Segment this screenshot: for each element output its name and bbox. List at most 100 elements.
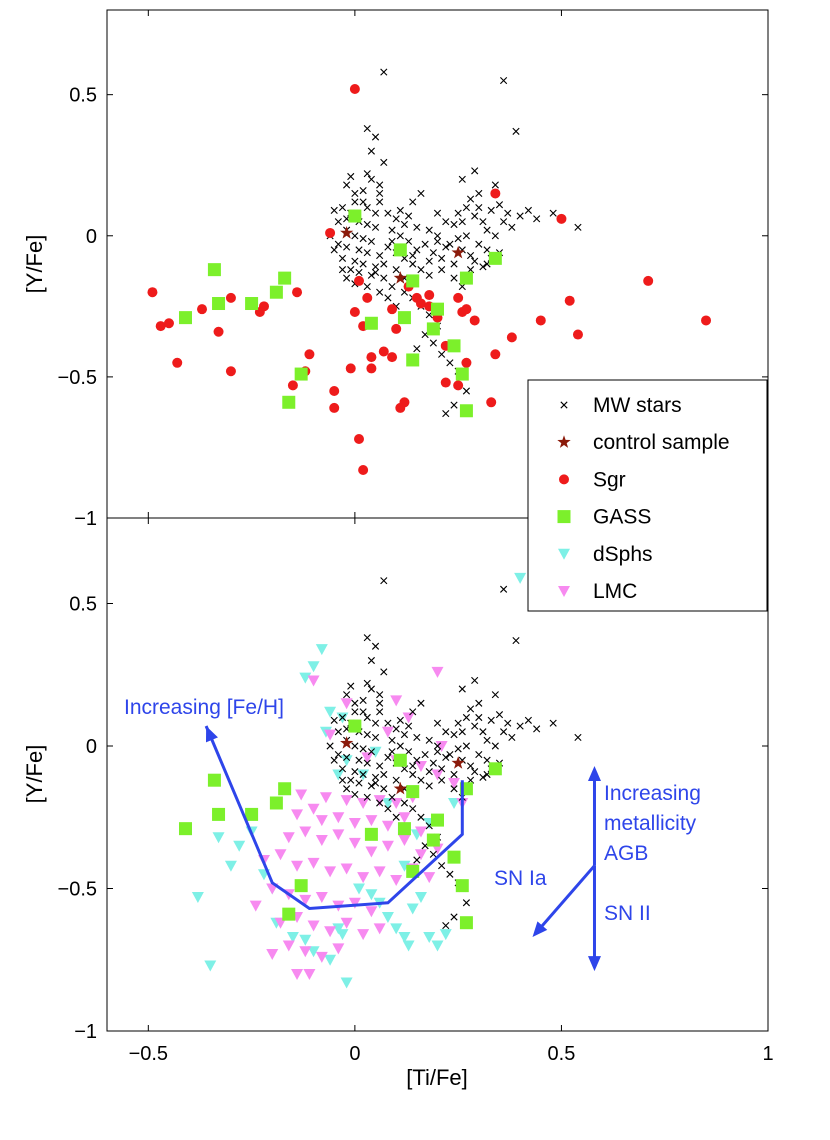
bottom-ytick-label: 0 [86, 736, 97, 758]
top-mw-point [363, 249, 371, 257]
bottom-gass-point [406, 785, 420, 799]
top-mw-point [351, 198, 359, 206]
top-mw-point [355, 268, 363, 277]
top-mw-point [338, 266, 347, 274]
bottom-panel-marks [178, 572, 582, 989]
top-sgr-point [378, 346, 389, 357]
bottom-mw-point [450, 770, 458, 779]
bottom-mw-point [363, 634, 371, 642]
bottom-mw-point [450, 731, 458, 739]
top-sgr-point [172, 357, 183, 368]
top-mw-point [533, 215, 541, 223]
top-sgr-point [345, 363, 356, 374]
top-mw-point [421, 240, 429, 248]
top-sgr-point [391, 323, 402, 334]
bottom-mw-point [417, 776, 425, 784]
bottom-mw-point [392, 813, 400, 821]
top-mw-point [458, 175, 466, 183]
bottom-mw-point [574, 733, 582, 742]
top-sgr-point [387, 352, 398, 363]
bottom-mw-point [450, 913, 458, 921]
top-mw-point [363, 124, 371, 133]
bottom-mw-point [409, 708, 417, 716]
bottom-lmc-point [414, 826, 427, 838]
top-mw-point [574, 223, 582, 231]
top-ytick-label: 0 [86, 226, 97, 248]
top-sgr-point [506, 332, 517, 343]
top-gass-point [447, 339, 461, 353]
top-mw-point [475, 240, 483, 248]
legend-marker-sgr [559, 474, 569, 485]
fe-h-arrowhead [205, 726, 218, 743]
bottom-mw-point [512, 636, 520, 645]
bottom-lmc-point [303, 969, 316, 980]
bottom-lmc-point [361, 752, 374, 764]
bottom-dsphs-point [423, 931, 436, 943]
top-mw-point [371, 133, 380, 141]
top-sgr-point [354, 433, 365, 444]
bottom-lmc-point [402, 712, 415, 724]
bottom-lmc-point [348, 837, 361, 849]
top-mw-point [442, 218, 450, 226]
top-sgr-point [225, 366, 236, 377]
bottom-mw-point [367, 748, 375, 756]
top-gass-point [245, 297, 259, 311]
top-mw-point [446, 359, 454, 367]
bottom-mw-point [388, 793, 396, 801]
bottom-mw-point [462, 899, 471, 907]
bottom-mw-point [359, 696, 367, 704]
top-mw-point [367, 237, 375, 246]
top-mw-point [376, 198, 384, 206]
top-mw-point [334, 218, 342, 226]
bottom-mw-point [483, 736, 491, 744]
top-sgr-point [453, 292, 464, 303]
bottom-gass-point [294, 879, 308, 893]
bottom-gass-point [269, 796, 283, 810]
legend-marker-dsphs [558, 548, 570, 560]
bottom-lmc-point [357, 798, 370, 809]
top-mw-point [479, 218, 487, 226]
bottom-mw-point [438, 862, 446, 870]
bottom-lmc-point [390, 798, 403, 809]
bottom-gass-point [282, 907, 296, 921]
top-sgr-point [490, 188, 501, 199]
top-mw-point [409, 198, 417, 206]
bottom-lmc-point [315, 951, 328, 963]
top-mw-point [479, 263, 487, 271]
top-mw-point [384, 243, 392, 251]
top-mw-point [487, 206, 495, 214]
bottom-mw-point [359, 708, 367, 716]
bottom-mw-point [458, 728, 466, 736]
legend-entries: MW stars control sample Sgr GASS dSphs LMC [557, 394, 730, 603]
bottom-mw-point [392, 725, 400, 733]
legend-marker-control [557, 435, 571, 448]
bottom-lmc-point [249, 900, 262, 912]
bottom-mw-point [516, 722, 524, 730]
bottom-mw-point [334, 750, 342, 759]
bottom-mw-point [454, 719, 462, 727]
top-sgr-point [564, 295, 575, 306]
top-mw-point [425, 226, 433, 234]
bottom-mw-point [363, 731, 371, 739]
bottom-mw-point [413, 733, 421, 742]
bottom-mw-point [425, 768, 433, 776]
top-sgr-point [329, 386, 340, 396]
bottom-gass-point [178, 822, 192, 836]
bottom-gass-point [459, 916, 473, 930]
bottom-lmc-point [365, 906, 378, 918]
top-mw-point [367, 147, 375, 155]
top-mw-point [363, 282, 371, 291]
top-sgr-point [304, 349, 315, 360]
bottom-dsphs-point [406, 903, 419, 915]
top-mw-point [367, 175, 375, 183]
bottom-lmc-point [324, 866, 337, 878]
x-tick-label: −0.5 [129, 1043, 168, 1065]
bottom-dsphs-point [402, 940, 415, 952]
bottom-mw-point [384, 753, 392, 761]
bottom-mw-point [376, 708, 384, 716]
top-sgr-point [287, 380, 298, 391]
bottom-mw-point [396, 716, 404, 724]
top-gass-point [348, 209, 362, 223]
top-panel-marks [147, 68, 712, 476]
